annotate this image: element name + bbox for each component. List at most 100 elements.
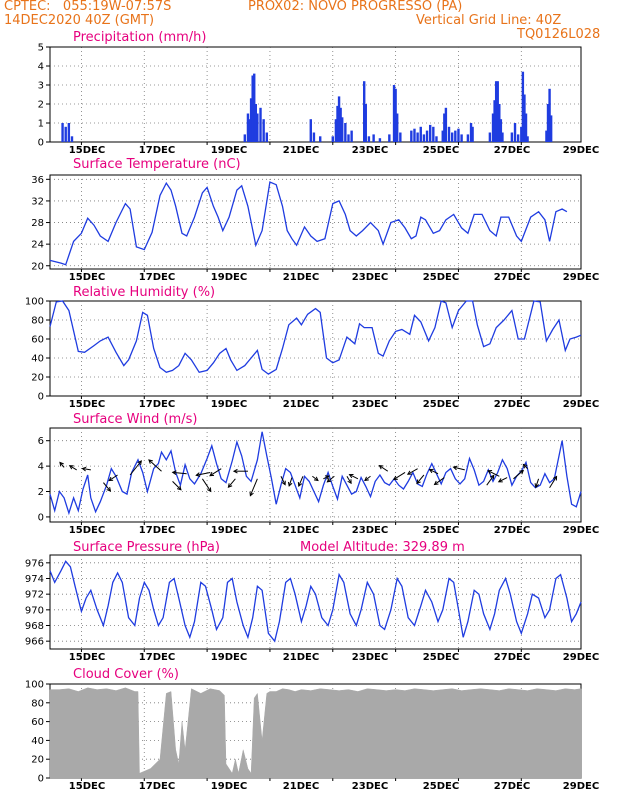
precip-xtick-label: 23DEC <box>352 145 388 156</box>
wind-arrow-head <box>209 471 215 477</box>
precip-bar <box>243 134 247 142</box>
precip-bar <box>350 130 353 142</box>
wind-arrow-head <box>137 460 142 466</box>
wind-arrow-shaft <box>172 471 187 475</box>
precip-bar <box>416 132 419 142</box>
header-model-id: TQ0126L028 <box>517 27 601 42</box>
pres-ytick-label: 974 <box>25 574 44 585</box>
wind-xtick-label: 21DEC <box>283 525 319 536</box>
wind-arrow-shaft <box>129 460 142 476</box>
cloud-ytick-label: 80 <box>31 698 44 709</box>
pres-xtick-label: 23DEC <box>352 652 388 663</box>
precip-bar <box>447 126 451 142</box>
precip-bar <box>253 73 256 142</box>
precip-bar <box>392 85 396 142</box>
precip-bar <box>248 119 251 142</box>
precip-title: Precipitation (mm/h) <box>73 30 206 45</box>
cloud-xtick-label: 29DEC <box>563 781 599 792</box>
precip-bar <box>337 96 341 142</box>
cloud-xtick-label: 25DEC <box>423 781 459 792</box>
precip-xtick-label: 25DEC <box>423 145 459 156</box>
rh-xtick-label: 25DEC <box>423 399 459 410</box>
precip-bar <box>344 123 347 142</box>
cloud-title: Cloud Cover (%) <box>73 667 179 682</box>
wind-arrow-head <box>81 466 87 472</box>
wind-arrow-shaft <box>201 478 212 492</box>
wind-arrow-head <box>313 476 319 482</box>
wind-xtick-label: 25DEC <box>423 525 459 536</box>
precip-bar <box>367 136 371 142</box>
precip-bar <box>428 124 432 142</box>
pres-ytick-label: 970 <box>25 605 44 616</box>
wind-xtick-label: 17DEC <box>139 525 175 536</box>
wind-arrow-head <box>489 474 495 480</box>
precip-bar <box>499 119 503 142</box>
rh-ytick-label: 80 <box>31 316 44 327</box>
wind-arrow-shaft <box>288 477 293 487</box>
cloud-xtick-label: 21DEC <box>283 781 319 792</box>
precip-ytick-label: 5 <box>38 43 44 54</box>
precip-bar <box>444 107 448 142</box>
precip-bar <box>363 81 366 142</box>
wind-arrow-head <box>487 470 493 475</box>
precip-bar <box>249 98 253 142</box>
pres-xtick-label: 19DEC <box>211 652 247 663</box>
precip-bar <box>259 107 262 142</box>
cloud-xtick-label: 17DEC <box>139 781 175 792</box>
precip-bar <box>435 136 438 142</box>
wind-arrow-shaft <box>323 475 330 480</box>
wind-arrow-shaft <box>407 468 418 475</box>
wind-arrow-head <box>348 473 354 479</box>
temp-series-line <box>49 181 568 266</box>
wind-arrow-head <box>364 476 369 482</box>
wind-arrow-head <box>249 491 254 497</box>
rh-xtick-label: 15DEC <box>69 399 105 410</box>
wind-arrow-shaft <box>486 475 495 486</box>
precip-bar <box>457 128 460 142</box>
wind-arrow-head <box>281 480 286 486</box>
precip-bar <box>312 132 316 142</box>
rh-xtick-label: 17DEC <box>139 399 175 410</box>
wind-arrow-head <box>287 481 293 487</box>
precip-bar <box>347 134 350 142</box>
precip-bar <box>510 132 514 142</box>
rh-ytick-label: 60 <box>31 335 44 346</box>
precip-bar <box>501 132 504 142</box>
precip-bar <box>493 100 496 142</box>
precip-bar <box>469 123 473 142</box>
wind-ytick-label: 0 <box>38 512 44 523</box>
precip-bar <box>334 119 338 142</box>
wind-arrow-head <box>416 479 421 485</box>
pres-ytick-label: 968 <box>25 621 44 632</box>
precip-bar <box>523 94 526 142</box>
wind-arrow-head <box>207 487 212 493</box>
cloud-cover-area <box>49 687 582 779</box>
cloud-xtick-label: 19DEC <box>211 781 247 792</box>
precip-bar <box>251 75 254 142</box>
pres-xtick-label: 17DEC <box>139 652 175 663</box>
wind-arrow-head <box>534 483 540 489</box>
precip-xtick-label: 27DEC <box>494 145 530 156</box>
precip-bar <box>520 126 523 142</box>
cloud-ytick-label: 100 <box>25 680 44 691</box>
precip-bar <box>378 138 382 142</box>
precip-bar <box>70 136 74 142</box>
precip-bar <box>61 123 64 142</box>
wind-arrow-head <box>519 469 525 475</box>
wind-arrow-head <box>232 468 238 474</box>
temp-xtick-label: 25DEC <box>423 272 459 283</box>
pres-ytick-label: 976 <box>25 558 44 569</box>
wind-arrow-head <box>392 475 398 481</box>
wind-arrow-head <box>297 482 303 488</box>
precip-bar <box>425 130 429 142</box>
wind-arrow-shaft <box>434 477 445 485</box>
wind-arrow-head <box>227 483 233 489</box>
precip-bar <box>524 113 528 142</box>
cloud-xtick-label: 27DEC <box>494 781 530 792</box>
temp-xtick-label: 27DEC <box>494 272 530 283</box>
temp-title: Surface Temperature (nC) <box>73 157 241 172</box>
temp-ytick-label: 24 <box>31 240 44 251</box>
wind-arrow-head <box>522 463 528 469</box>
header-station-name: PROX02: NOVO PROGRESSO (PA) <box>248 0 463 14</box>
wind-arrow-shaft <box>298 476 304 487</box>
